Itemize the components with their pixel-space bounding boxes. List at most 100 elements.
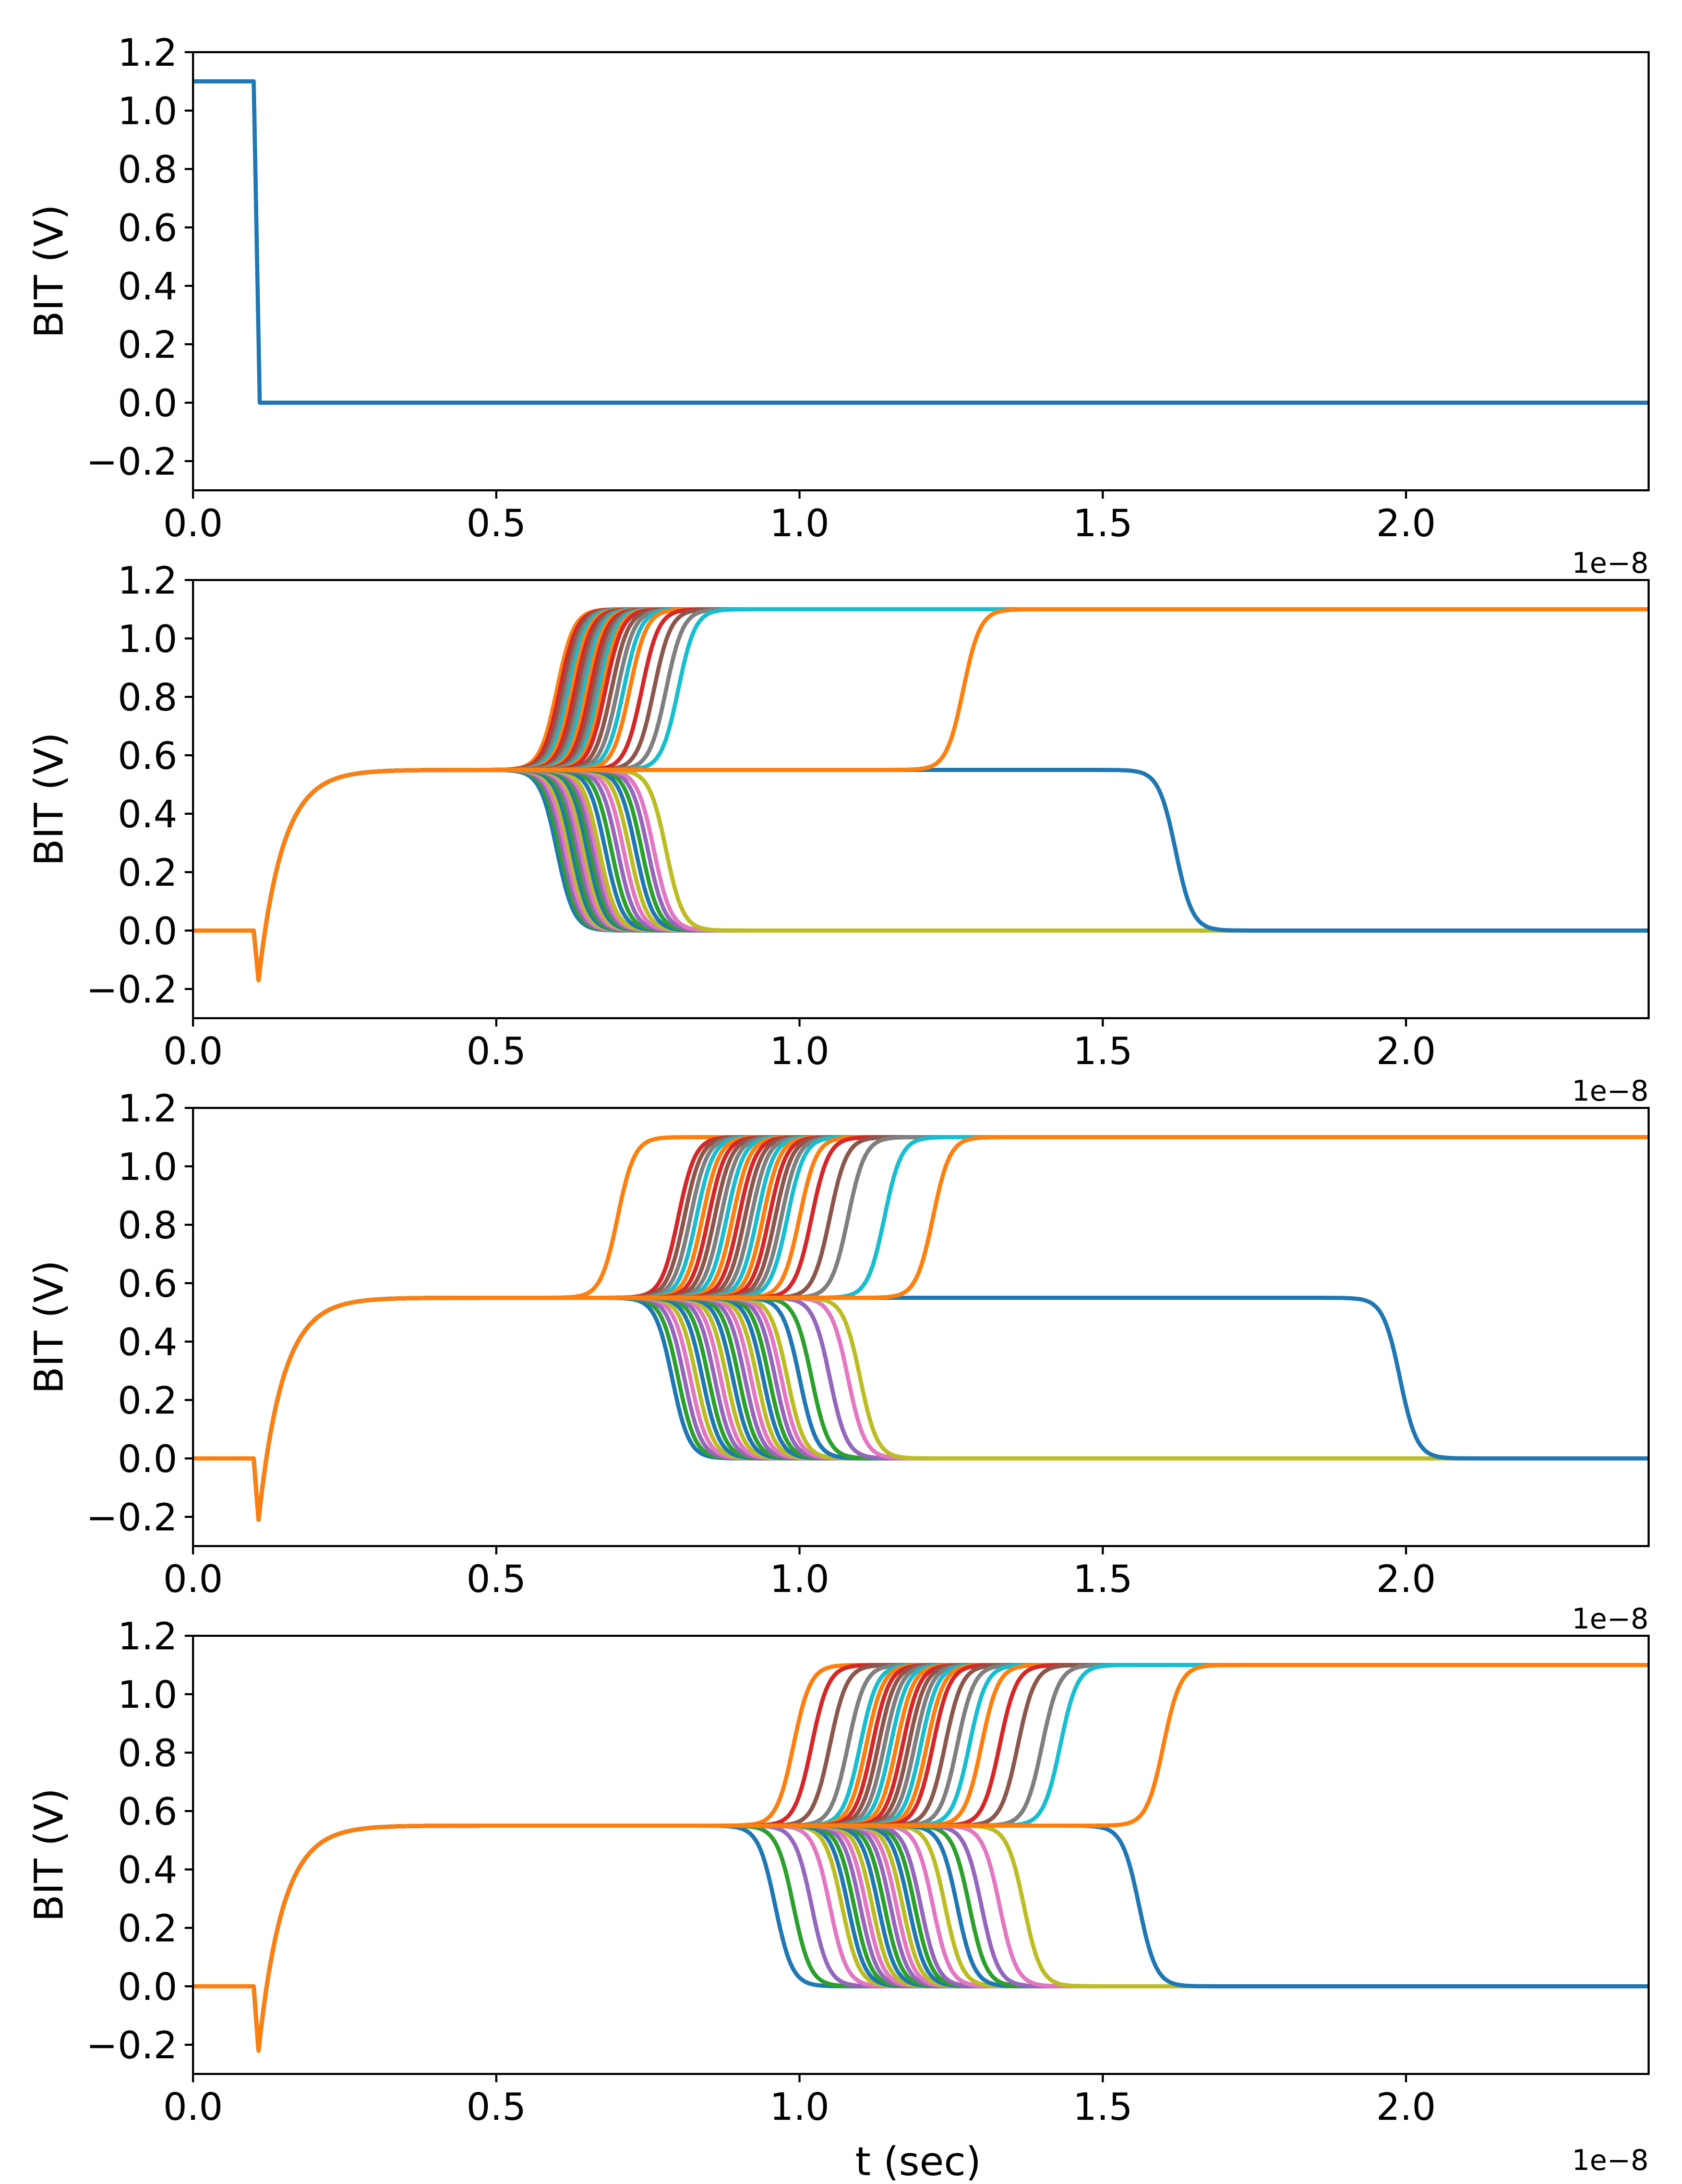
trace-up-13 — [193, 1135, 1649, 1522]
trace-up-9 — [193, 607, 1649, 983]
x-tick-label: 1.5 — [1073, 1557, 1133, 1601]
trace-down-5 — [193, 1296, 1649, 1522]
trace-up-10 — [193, 1135, 1649, 1522]
trace-up-7 — [193, 607, 1649, 983]
trace-down-22 — [193, 1296, 1649, 1522]
trace-up-5 — [193, 1135, 1649, 1522]
trace-up-18 — [193, 1135, 1649, 1522]
trace-down-7 — [193, 768, 1649, 983]
trace-up-22 — [193, 1135, 1649, 1522]
y-tick-label: 1.2 — [117, 1614, 177, 1658]
x-tick-label: 1.5 — [1073, 501, 1133, 545]
y-tick-label: 0.8 — [117, 1203, 177, 1247]
trace-up-1 — [193, 1135, 1649, 1522]
trace-down-14 — [193, 768, 1649, 983]
trace-down-22 — [193, 768, 1649, 983]
trace-down-6 — [193, 1296, 1649, 1522]
trace-up-20 — [193, 1135, 1649, 1522]
trace-down-10 — [193, 1296, 1649, 1522]
trace-down-9 — [193, 768, 1649, 983]
y-tick-label: 0.0 — [117, 1437, 177, 1481]
y-tick-label: 0.2 — [117, 1379, 177, 1422]
x-tick-label: 0.5 — [466, 1029, 526, 1073]
x-tick-label: 2.0 — [1376, 1557, 1436, 1601]
trace-up-3 — [193, 1135, 1649, 1522]
trace-down-5 — [193, 768, 1649, 983]
trace-up-4 — [193, 1135, 1649, 1522]
plot-area — [193, 1663, 1649, 2053]
y-tick-label: 0.6 — [117, 1790, 177, 1833]
trace-down-23 — [193, 768, 1649, 983]
panel-4: 0.0 0.5 1.0 1.5 2.0 −0.2 0.0 0.2 0.4 0.6 0.8 1.0 1.2… — [26, 1602, 1650, 2129]
trace-down-18 — [193, 768, 1649, 983]
trace-up-15 — [193, 1135, 1649, 1522]
trace-up-5 — [193, 607, 1649, 983]
y-axis-label: BIT (V) — [26, 1788, 72, 1922]
y-tick-label: 0.0 — [117, 381, 177, 425]
trace-up-13 — [193, 607, 1649, 983]
trace-down-8 — [193, 768, 1649, 983]
trace-up-8 — [193, 1135, 1649, 1522]
y-tick-label: 0.2 — [117, 1907, 177, 1950]
y-tick-label: 1.0 — [117, 617, 177, 661]
trace-down-21 — [193, 1296, 1649, 1522]
trace-down-9 — [193, 1296, 1649, 1522]
trace-down-23 — [193, 1296, 1649, 1522]
trace-down-25 — [193, 1296, 1649, 1522]
y-tick-label: 0.2 — [117, 323, 177, 367]
trace-down-7 — [193, 1296, 1649, 1522]
x-tick-label: 1.0 — [770, 501, 830, 545]
trace-up-19 — [193, 607, 1649, 983]
y-tick-label: −0.2 — [86, 968, 177, 1011]
x-offset-label: 1e−8 — [1572, 547, 1649, 580]
trace-down-17 — [193, 768, 1649, 983]
y-axis-label: BIT (V) — [26, 204, 72, 338]
axes-frame — [192, 51, 1650, 491]
trace-up-17 — [193, 1135, 1649, 1522]
trace-up-10 — [193, 607, 1649, 983]
y-tick-label: 1.2 — [117, 559, 177, 602]
trace-up-16 — [193, 607, 1649, 983]
series-line-0 — [193, 79, 1649, 405]
trace-down-20 — [193, 1296, 1649, 1522]
trace-down-2 — [193, 768, 1649, 983]
y-tick-label: 0.4 — [117, 792, 177, 836]
x-offset-label: 1e−8 — [1572, 1075, 1649, 1107]
x-tick-label: 0.5 — [466, 1557, 526, 1601]
trace-down-18 — [193, 1296, 1649, 1522]
y-tick-label: −0.2 — [86, 440, 177, 484]
x-tick-label: 0.0 — [163, 501, 223, 545]
panel-1: 0.0 0.5 1.0 1.5 2.0 −0.2 0.0 0.2 0.4 0.6 0.8 1.0 1.2… — [26, 31, 1650, 545]
trace-down-13 — [193, 768, 1649, 983]
trace-down-11 — [193, 1296, 1649, 1522]
trace-down-8 — [193, 1296, 1649, 1522]
trace-up-4 — [193, 607, 1649, 983]
y-tick-label: 1.0 — [117, 1145, 177, 1189]
trace-down-14 — [193, 1296, 1649, 1522]
trace-down-19 — [193, 1296, 1649, 1522]
trace-down-13 — [193, 1296, 1649, 1522]
trace-up-2 — [193, 607, 1649, 983]
y-tick-label: 0.8 — [117, 148, 177, 191]
trace-down-21 — [193, 768, 1649, 983]
y-tick-label: 0.2 — [117, 851, 177, 895]
x-tick-label: 2.0 — [1376, 1029, 1436, 1073]
trace-down-4 — [193, 1296, 1649, 1522]
trace-up-9 — [193, 1135, 1649, 1522]
y-tick-label: 0.6 — [117, 734, 177, 778]
trace-up-7 — [193, 1135, 1649, 1522]
x-tick-label: 0.0 — [163, 1557, 223, 1601]
trace-up-16 — [193, 1135, 1649, 1522]
trace-up-25 — [193, 1135, 1649, 1522]
trace-up-21 — [193, 1135, 1649, 1522]
panel-2: 0.0 0.5 1.0 1.5 2.0 −0.2 0.0 0.2 0.4 0.6 0.8 1.0 1.2… — [26, 547, 1650, 1073]
trace-down-16 — [193, 1296, 1649, 1522]
trace-down-6 — [193, 768, 1649, 983]
trace-up-19 — [193, 1135, 1649, 1522]
trace-down-0 — [193, 768, 1649, 983]
x-tick-label: 0.0 — [163, 1029, 223, 1073]
y-tick-label: 0.4 — [117, 1320, 177, 1364]
trace-down-25 — [193, 768, 1649, 983]
y-tick-label: 1.0 — [117, 1673, 177, 1717]
